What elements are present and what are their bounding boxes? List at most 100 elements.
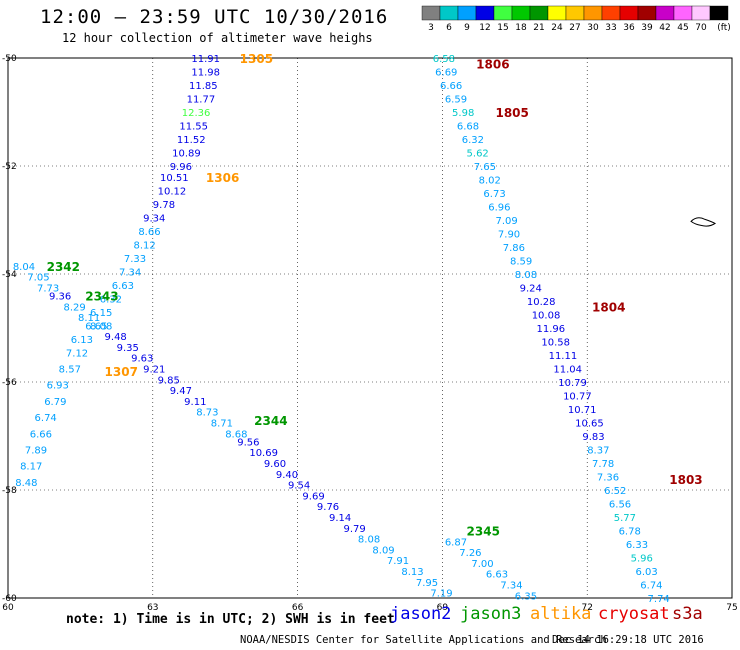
- colorbar-swatch: [421, 5, 441, 21]
- colorbar-label: 3: [428, 23, 434, 33]
- colorbar-swatch: [583, 5, 603, 21]
- x-tick-label: 60: [2, 603, 14, 613]
- y-tick-label: -50: [2, 54, 17, 64]
- island-outline: [690, 217, 717, 227]
- y-tick-label: -60: [2, 594, 17, 604]
- wave-height-value: 11.55: [179, 122, 208, 133]
- x-tick-label: 72: [581, 603, 592, 613]
- pass-number-label: 1306: [206, 171, 239, 185]
- colorbar-swatch: [565, 5, 585, 21]
- colorbar-swatch: [619, 5, 639, 21]
- wave-height-value: 6.35: [515, 591, 537, 602]
- wave-height-value: 9.76: [317, 502, 339, 513]
- wave-height-value: 9.24: [520, 284, 542, 295]
- footer-note: note: 1) Time is in UTC; 2) SWH is in fe…: [66, 612, 395, 627]
- colorbar-swatch: [547, 5, 567, 21]
- wave-height-value: 8.66: [138, 227, 160, 238]
- wave-height-value: 8.59: [510, 257, 532, 268]
- wave-height-value: 6.73: [483, 189, 505, 200]
- wave-height-value: 9.54: [288, 481, 310, 492]
- wave-height-value: 8.68: [225, 429, 247, 440]
- pass-number-label: 1804: [592, 300, 625, 314]
- wave-height-value: 8.57: [59, 365, 81, 376]
- wave-height-value: 11.98: [191, 68, 220, 79]
- wave-height-value: 7.05: [27, 273, 49, 284]
- wave-height-value: 9.60: [264, 459, 286, 470]
- y-tick-label: -54: [2, 270, 17, 280]
- wave-height-value: 7.33: [124, 254, 146, 265]
- pass-number-label: 2344: [254, 414, 287, 428]
- colorbar-label: 70: [695, 23, 707, 33]
- wave-height-value: 10.71: [568, 405, 597, 416]
- wave-height-value: 8.12: [133, 240, 155, 251]
- wave-height-value: 10.58: [541, 338, 570, 349]
- wave-height-value: 9.36: [49, 292, 71, 303]
- plot-frame: [7, 57, 733, 599]
- wave-height-value: 8.11: [78, 313, 100, 324]
- wave-height-value: 9.96: [170, 162, 192, 173]
- colorbar-label: 18: [515, 23, 527, 33]
- wave-height-value: 6.66: [440, 81, 462, 92]
- colorbar-swatch: [637, 5, 657, 21]
- colorbar-swatch: [475, 5, 495, 21]
- chart-title: 12:00 — 23:59 UTC 10/30/2016: [40, 6, 389, 28]
- colorbar-swatch: [511, 5, 531, 21]
- wave-height-value: 8.37: [587, 446, 609, 457]
- wave-height-value: 9.34: [143, 213, 165, 224]
- wave-height-value: 11.11: [549, 351, 578, 362]
- satellite-legend-altika: altika: [530, 604, 592, 624]
- wave-height-value: 7.86: [503, 243, 525, 254]
- wave-height-value: 6.96: [488, 203, 510, 214]
- wave-height-value: 6.03: [635, 567, 657, 578]
- colorbar-swatch: [655, 5, 675, 21]
- wave-height-value: 9.48: [105, 332, 127, 343]
- wave-height-value: 7.09: [495, 216, 517, 227]
- wave-height-value: 7.65: [474, 162, 496, 173]
- wave-height-value: 9.79: [343, 524, 365, 535]
- colorbar-label: 24: [551, 23, 563, 33]
- wave-height-value: 6.63: [486, 570, 508, 581]
- wave-height-value: 6.58: [433, 54, 455, 65]
- colorbar-swatch: [439, 5, 459, 21]
- colorbar-label: 27: [569, 23, 580, 33]
- wave-height-value: 10.79: [558, 378, 587, 389]
- colorbar-label: 45: [677, 23, 688, 33]
- chart-subtitle: 12 hour collection of altimeter wave hei…: [62, 31, 373, 45]
- pass-number-label: 2342: [47, 260, 80, 274]
- colorbar-label: 33: [605, 23, 616, 33]
- wave-height-value: 6.56: [609, 500, 631, 511]
- wave-height-value: 7.34: [500, 581, 522, 592]
- pass-number-label: 1806: [476, 57, 509, 71]
- wave-height-value: 6.74: [35, 413, 57, 424]
- wave-height-value: 9.21: [143, 365, 165, 376]
- wave-height-value: 7.95: [416, 578, 438, 589]
- wave-height-value: 7.90: [498, 230, 520, 241]
- y-tick-label: -52: [2, 162, 17, 172]
- wave-height-value: 7.19: [430, 589, 452, 600]
- wave-height-value: 7.26: [459, 548, 481, 559]
- wave-height-value: 6.59: [445, 95, 467, 106]
- satellite-legend-jason3: jason3: [460, 604, 522, 624]
- colorbar-swatch: [709, 5, 729, 21]
- wave-height-value: 8.08: [515, 270, 537, 281]
- wave-height-value: 6.69: [435, 68, 457, 79]
- pass-number-label: 1805: [495, 106, 528, 120]
- wave-height-value: 6.63: [112, 281, 134, 292]
- wave-height-value: 9.35: [117, 343, 139, 354]
- colorbar-swatch: [529, 5, 549, 21]
- wave-height-value: 7.78: [592, 459, 614, 470]
- colorbar-label: 9: [464, 23, 470, 33]
- wave-height-value: 6.74: [640, 581, 662, 592]
- wave-height-value: 7.12: [66, 348, 88, 359]
- colorbar-label: 6: [446, 23, 452, 33]
- y-tick-label: -58: [2, 486, 17, 496]
- wave-height-value: 6.52: [604, 486, 626, 497]
- wave-height-value: 7.89: [25, 446, 47, 457]
- wave-height-value: 6.79: [44, 397, 66, 408]
- wave-height-value: 9.69: [302, 491, 324, 502]
- colorbar-label: 42: [659, 23, 670, 33]
- wave-height-value: 11.85: [189, 81, 218, 92]
- wave-height-value: 10.65: [575, 419, 604, 430]
- colorbar-swatch: [601, 5, 621, 21]
- wave-height-value: 10.89: [172, 149, 201, 160]
